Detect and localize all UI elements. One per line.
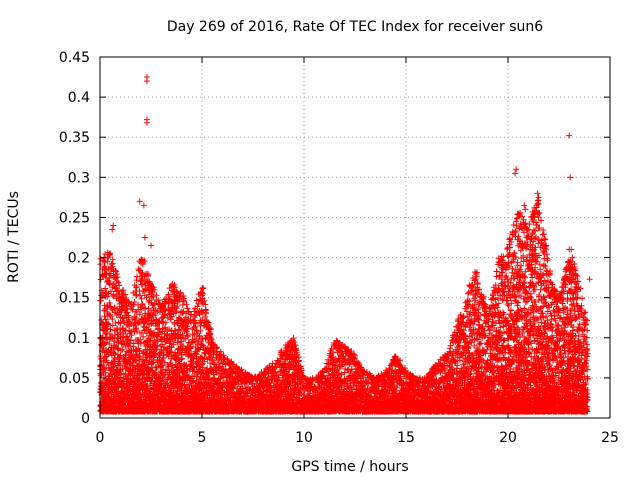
data-point xyxy=(109,322,116,329)
data-point xyxy=(97,297,104,304)
data-point xyxy=(104,258,111,265)
data-point xyxy=(106,340,113,347)
data-point xyxy=(106,280,113,287)
data-point xyxy=(140,333,147,340)
data-point xyxy=(107,313,114,320)
data-point xyxy=(111,350,118,357)
data-point xyxy=(106,274,113,281)
data-point xyxy=(104,293,111,300)
data-point xyxy=(106,311,113,318)
data-point xyxy=(109,281,116,288)
data-point xyxy=(189,331,196,338)
data-point xyxy=(119,346,126,353)
data-point xyxy=(109,260,116,267)
data-point xyxy=(105,277,112,284)
data-point xyxy=(167,316,174,323)
data-point xyxy=(106,299,113,306)
data-point xyxy=(99,272,106,279)
data-point xyxy=(179,309,186,316)
data-point xyxy=(109,316,116,323)
data-point xyxy=(109,284,116,291)
data-point xyxy=(107,326,114,333)
data-point xyxy=(138,295,145,302)
data-points xyxy=(97,74,593,415)
data-point xyxy=(179,301,186,308)
data-point xyxy=(99,289,106,296)
data-point xyxy=(184,305,191,312)
data-point xyxy=(103,271,110,278)
data-point xyxy=(103,336,110,343)
data-point xyxy=(105,320,112,327)
data-point xyxy=(102,369,109,376)
data-point xyxy=(108,264,115,271)
data-point xyxy=(107,250,114,257)
data-point xyxy=(107,334,114,341)
data-point xyxy=(107,288,114,295)
